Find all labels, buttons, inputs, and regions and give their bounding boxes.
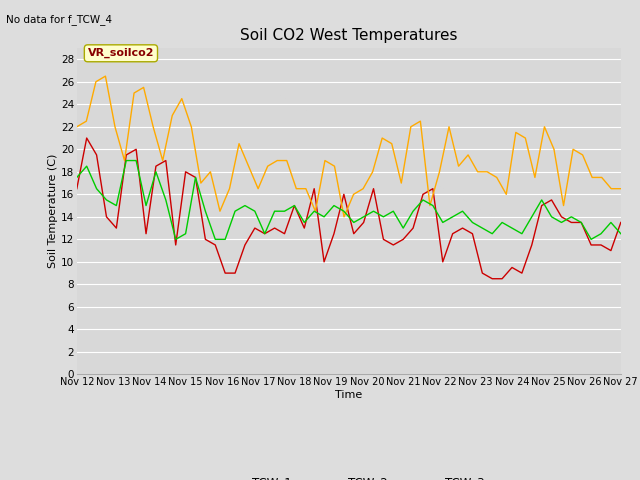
X-axis label: Time: Time — [335, 390, 362, 400]
Y-axis label: Soil Temperature (C): Soil Temperature (C) — [48, 154, 58, 268]
Text: VR_soilco2: VR_soilco2 — [88, 48, 154, 59]
Text: No data for f_TCW_4: No data for f_TCW_4 — [6, 14, 113, 25]
Title: Soil CO2 West Temperatures: Soil CO2 West Temperatures — [240, 28, 458, 43]
Legend: TCW_1, TCW_2, TCW_3: TCW_1, TCW_2, TCW_3 — [209, 472, 489, 480]
